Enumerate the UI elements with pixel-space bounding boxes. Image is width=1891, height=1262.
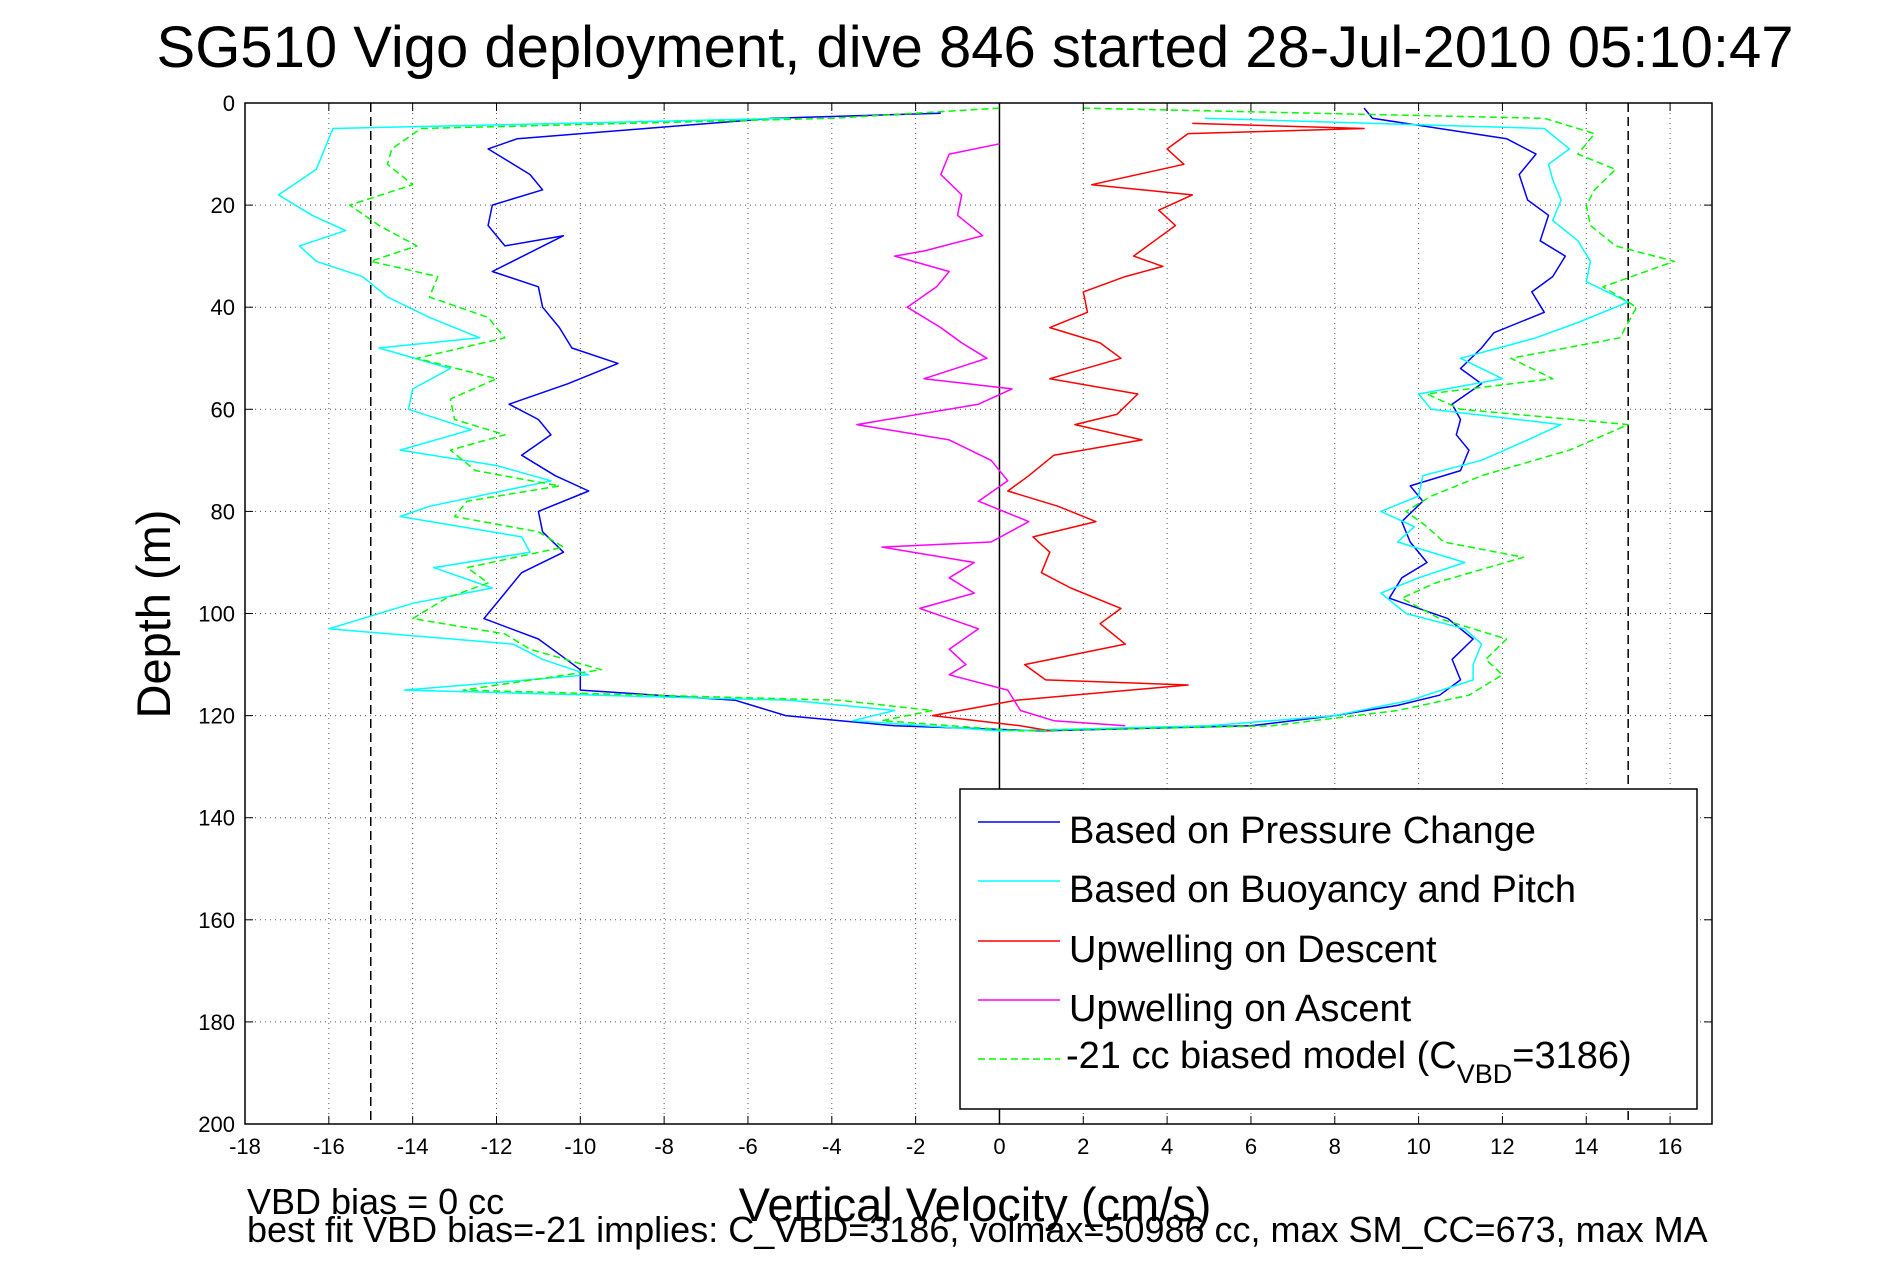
x-tick-label: -8 xyxy=(654,1134,674,1159)
legend-label-biased-model-end: =3186) xyxy=(1512,1035,1631,1077)
x-axis-ticks: -18 -16 -14 -12 -10 -8 -6 -4 -2 0 2 4 6 8 10 12 14 16 xyxy=(229,103,1682,1159)
x-tick-label: 12 xyxy=(1490,1134,1514,1159)
series-line-4 xyxy=(349,107,1676,732)
x-tick-label: 2 xyxy=(1077,1134,1089,1159)
y-tick-label: 80 xyxy=(211,499,235,524)
legend-box xyxy=(959,788,1698,1110)
series-lines xyxy=(277,107,1676,732)
annotation-vbd-bias: VBD bias = 0 cc xyxy=(247,1181,504,1222)
y-tick-label: 100 xyxy=(198,602,235,627)
x-tick-label: -2 xyxy=(906,1134,926,1159)
series-line-2 xyxy=(931,122,1365,732)
x-tick-label: 4 xyxy=(1161,1134,1173,1159)
legend-label-biased-model-main: -21 cc biased model (C xyxy=(1066,1035,1457,1077)
series-line-0 xyxy=(483,107,1567,732)
x-tick-label: 6 xyxy=(1245,1134,1257,1159)
x-tick-label: -16 xyxy=(313,1134,345,1159)
x-tick-label: -14 xyxy=(397,1134,429,1159)
legend-label-pressure-change: Based on Pressure Change xyxy=(1069,810,1536,852)
annotation-best-fit: best fit VBD bias=-21 implies: C_VBD=318… xyxy=(247,1209,1708,1250)
x-tick-label: -18 xyxy=(229,1134,261,1159)
y-tick-label: 60 xyxy=(211,397,235,422)
series-line-1 xyxy=(277,117,1629,732)
y-tick-label: 120 xyxy=(198,704,235,729)
legend-label-biased-model-sub: VBD xyxy=(1457,1059,1513,1089)
legend-label-upwelling-descent: Upwelling on Descent xyxy=(1069,929,1437,971)
legend-label-upwelling-ascent: Upwelling on Ascent xyxy=(1069,988,1412,1030)
y-tick-label: 140 xyxy=(198,806,235,831)
y-tick-label: 20 xyxy=(211,193,235,218)
x-tick-label: 8 xyxy=(1329,1134,1341,1159)
x-tick-label: 14 xyxy=(1574,1134,1598,1159)
y-axis-ticks: 0 20 40 60 80 100 120 140 160 180 200 xyxy=(198,91,1712,1137)
series-line-3 xyxy=(856,143,1126,727)
x-tick-label: 16 xyxy=(1658,1134,1682,1159)
x-tick-label: 0 xyxy=(993,1134,1005,1159)
legend-label-buoyancy-pitch: Based on Buoyancy and Pitch xyxy=(1069,869,1576,911)
y-tick-label: 180 xyxy=(198,1010,235,1035)
x-tick-label: -4 xyxy=(822,1134,842,1159)
x-axis-label: Vertical Velocity (cm/s) xyxy=(739,1178,1212,1231)
x-tick-label: 10 xyxy=(1406,1134,1430,1159)
y-tick-label: 40 xyxy=(211,295,235,320)
chart-title: SG510 Vigo deployment, dive 846 started … xyxy=(157,15,1794,80)
y-tick-label: 0 xyxy=(223,91,235,116)
legend-label-biased-model: -21 cc biased model (CVBD=3186) xyxy=(1066,1035,1632,1089)
y-tick-label: 160 xyxy=(198,908,235,933)
y-axis-label: Depth (m) xyxy=(127,510,180,719)
y-tick-label: 200 xyxy=(198,1112,235,1137)
x-tick-label: -6 xyxy=(738,1134,758,1159)
legend: Based on Pressure Change Based on Buoyan… xyxy=(959,788,1698,1110)
x-tick-label: -12 xyxy=(481,1134,513,1159)
x-tick-label: -10 xyxy=(564,1134,596,1159)
